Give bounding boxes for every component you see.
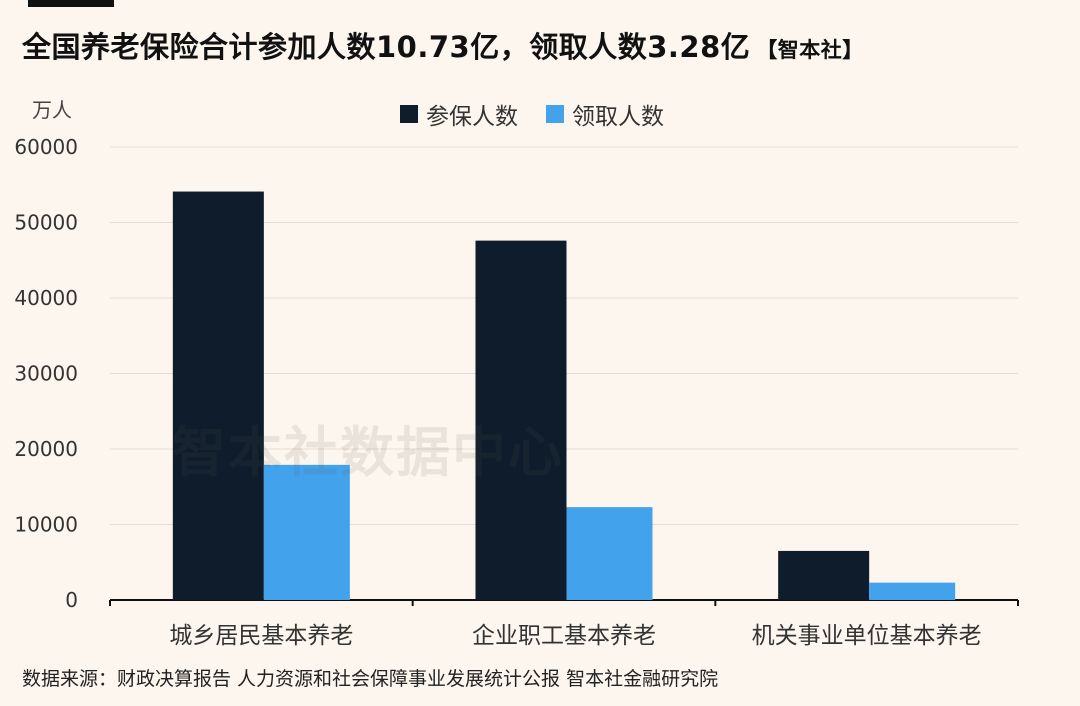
y-axis-unit-label: 万人 [32,98,72,122]
data-source-note: 数据来源：财政决算报告 人力资源和社会保障事业发展统计公报 智本社金融研究院 [22,668,719,690]
bar-participants-2 [778,550,870,600]
x-category-label-0: 城乡居民基本养老 [169,623,353,649]
chart-legend: 参保人数 领取人数 [400,97,692,131]
x-category-label-1: 企业职工基本养老 [472,623,656,649]
y-tick-label-2: 20000 [14,437,78,461]
y-tick-label-0: 0 [65,588,78,612]
legend-item-participants: 参保人数 [400,97,518,131]
legend-swatch-recipients [546,105,564,123]
bar-recipients-0 [263,464,350,600]
bar-participants-1 [475,240,567,600]
chart-title-text: 全国养老保险合计参加人数10.73亿，领取人数3.28亿 [22,30,751,64]
legend-swatch-participants [400,105,418,123]
legend-item-recipients: 领取人数 [546,97,664,131]
y-tick-label-4: 40000 [14,286,78,310]
y-tick-label-6: 60000 [14,135,78,159]
chart-title-tag: 【智本社】 [756,38,864,62]
y-tick-label-5: 50000 [14,211,78,235]
bar-participants-0 [172,191,264,601]
legend-label-recipients: 领取人数 [572,104,664,130]
title-accent-bar [28,0,114,7]
bar-recipients-2 [869,582,956,600]
bar-recipients-1 [566,507,653,600]
y-tick-label-3: 30000 [14,362,78,386]
x-category-label-2: 机关事业单位基本养老 [752,623,982,649]
y-tick-label-1: 10000 [14,513,78,537]
chart-title: 全国养老保险合计参加人数10.73亿，领取人数3.28亿 【智本社】 [22,24,864,66]
legend-label-participants: 参保人数 [426,104,518,130]
